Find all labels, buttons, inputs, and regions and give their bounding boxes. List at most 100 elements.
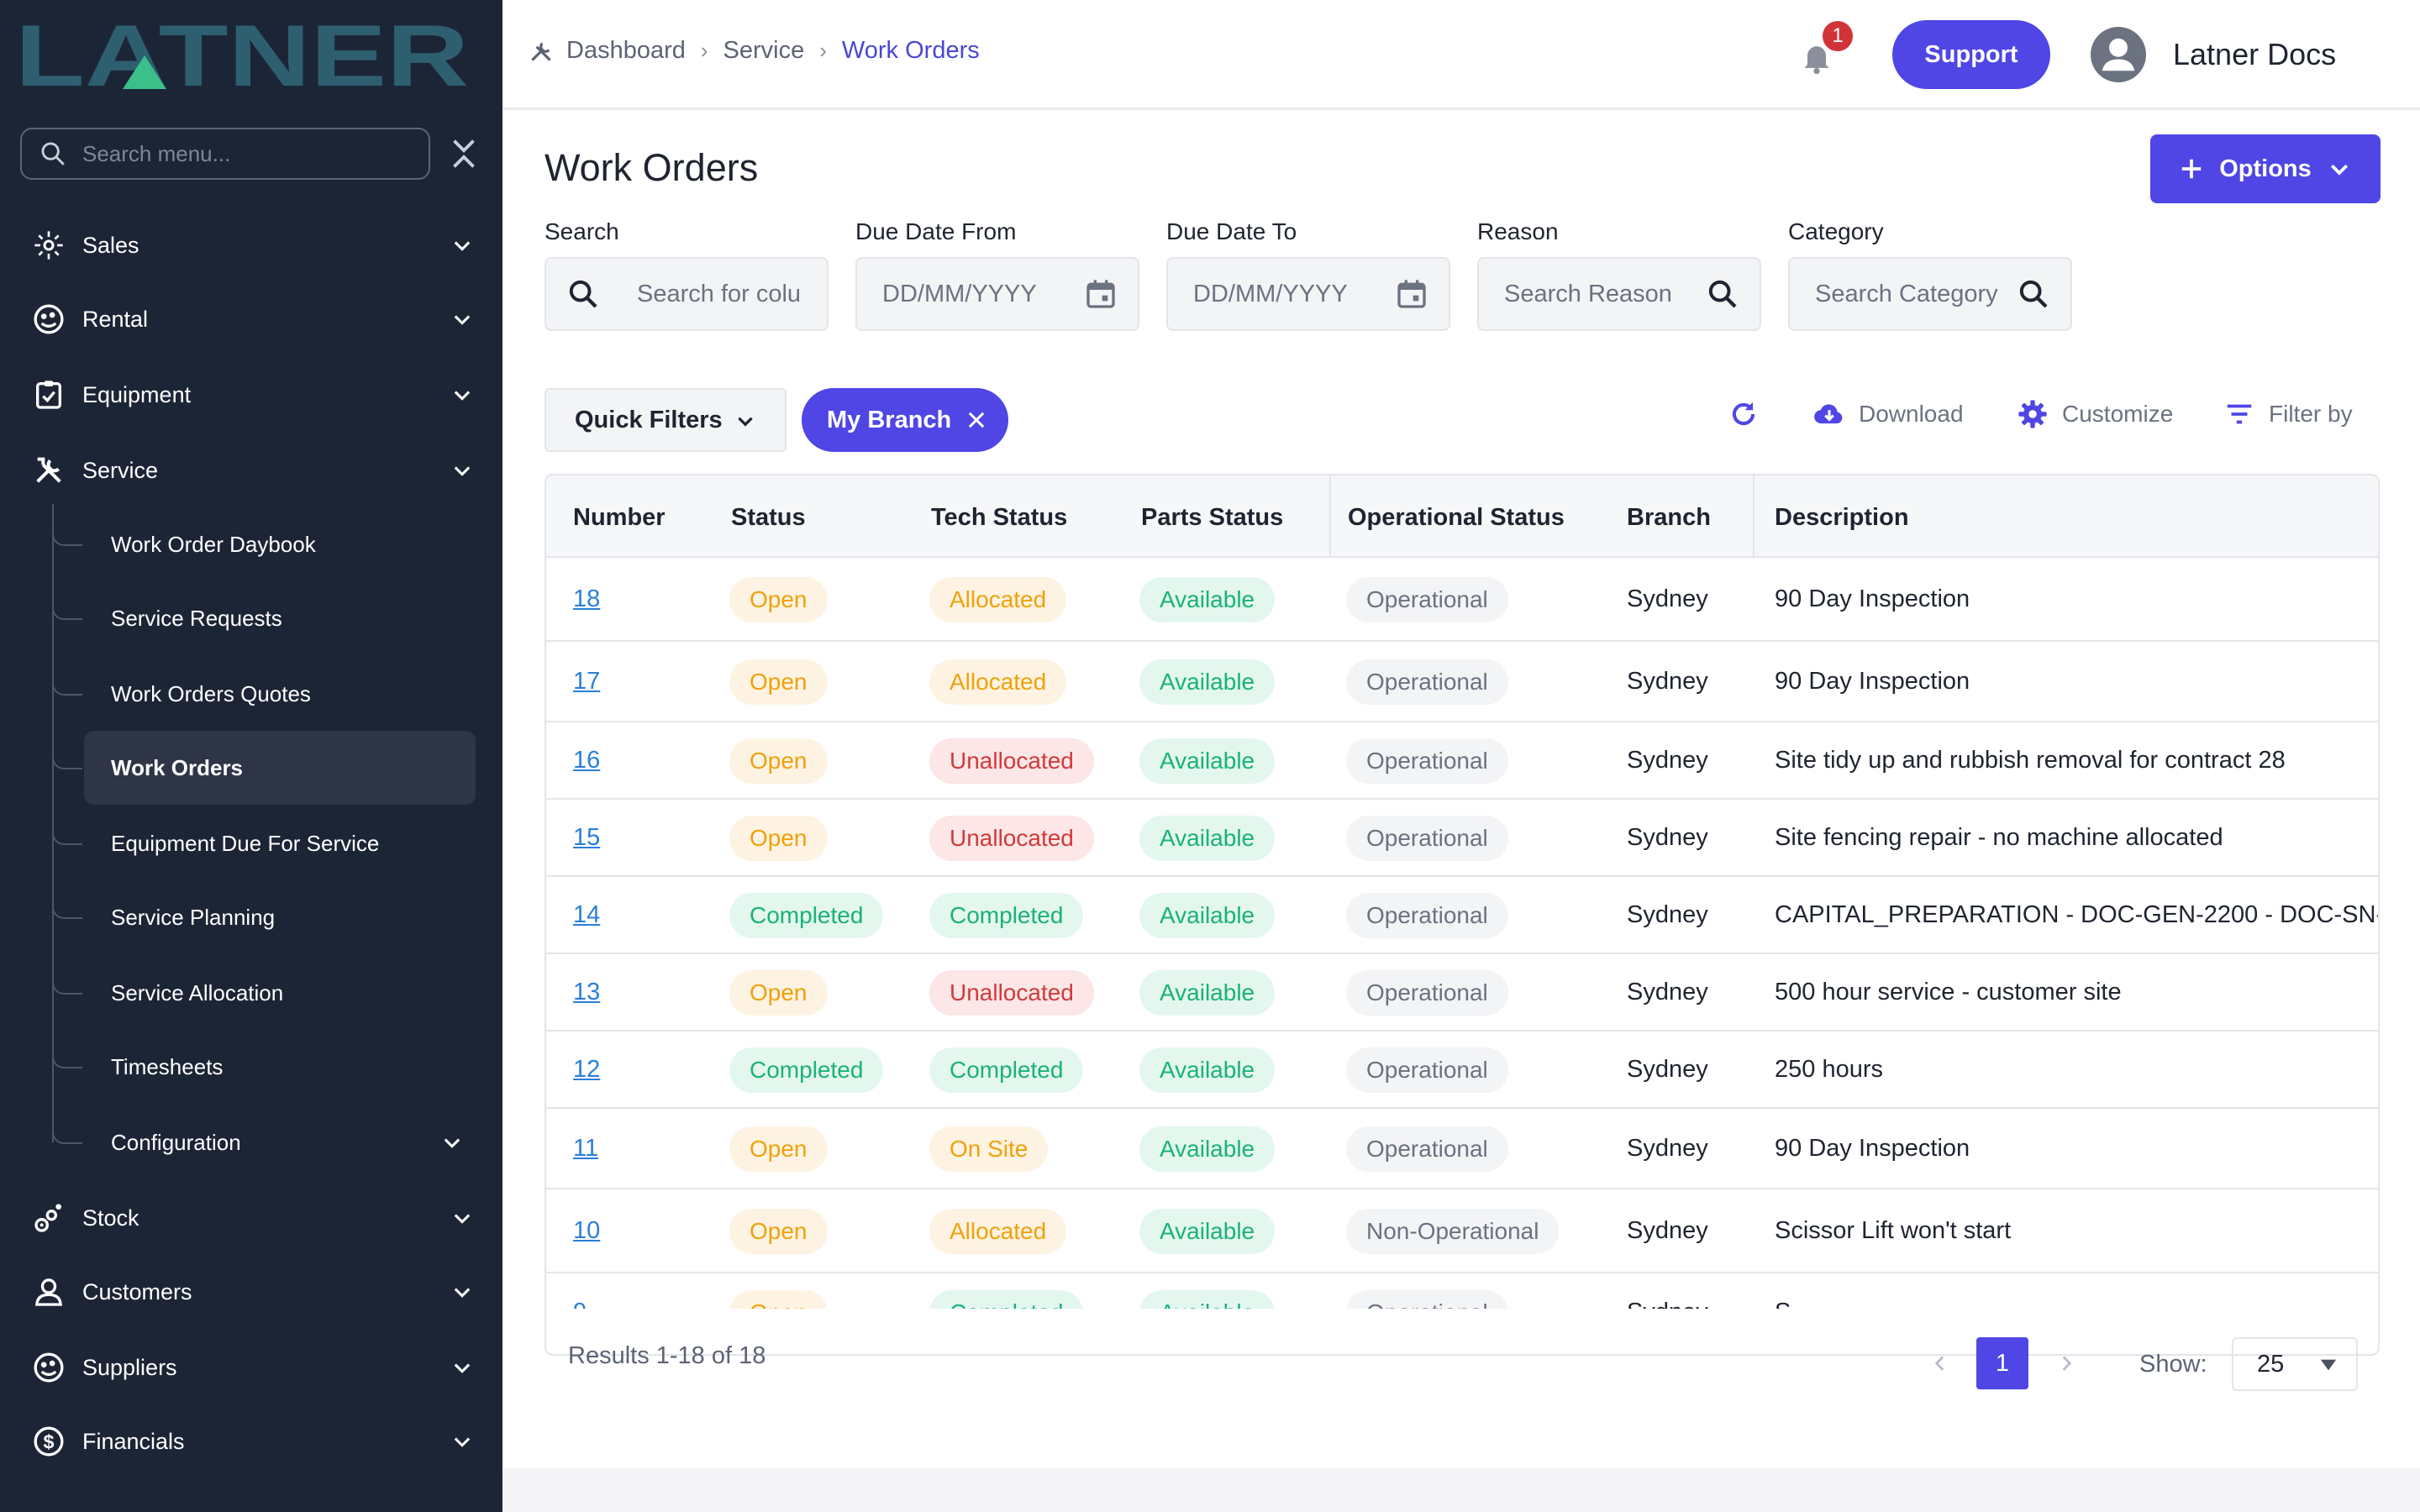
nav-rental[interactable]: Rental bbox=[30, 289, 484, 349]
table-row[interactable]: 10 Open Allocated Available Non-Operational S… bbox=[546, 1189, 2378, 1273]
col-branch[interactable]: Branch bbox=[1627, 504, 1711, 531]
tech-status-badge: Allocated bbox=[929, 659, 1067, 705]
breadcrumb-service[interactable]: Service bbox=[723, 37, 805, 64]
branch-cell: Sydney bbox=[1627, 1217, 1708, 1244]
sub-label: Service Planning bbox=[111, 904, 276, 930]
download-button[interactable]: Download bbox=[1813, 398, 1964, 430]
close-icon[interactable] bbox=[965, 408, 988, 432]
work-order-number-link[interactable]: 14 bbox=[573, 901, 601, 928]
table-row[interactable]: 17 Open Allocated Available Operational Sydne… bbox=[546, 642, 2378, 722]
col-operational-status[interactable]: Operational Status bbox=[1348, 504, 1565, 531]
chevron-right-icon[interactable] bbox=[2055, 1352, 2077, 1374]
sub-timesheets[interactable]: Timesheets bbox=[52, 1030, 476, 1104]
reason-input[interactable]: Search Reason bbox=[1477, 257, 1761, 331]
page-size-select[interactable]: 25 bbox=[2232, 1337, 2358, 1391]
branch-cell: Sydney bbox=[1627, 1056, 1708, 1083]
notification-badge: 1 bbox=[1820, 18, 1855, 54]
tech-status-badge: Completed bbox=[929, 893, 1084, 938]
due-date-to-input[interactable]: DD/MM/YYYY bbox=[1166, 257, 1450, 331]
work-order-number-link[interactable]: 16 bbox=[573, 747, 601, 774]
sub-service-allocation[interactable]: Service Allocation bbox=[52, 956, 476, 1030]
sub-equipment-due-for-service[interactable]: Equipment Due For Service bbox=[52, 806, 476, 880]
nav-stock[interactable]: Stock bbox=[30, 1188, 484, 1248]
parts-status-badge: Available bbox=[1139, 1047, 1276, 1093]
col-status[interactable]: Status bbox=[731, 504, 806, 531]
work-order-number-link[interactable]: 12 bbox=[573, 1056, 601, 1083]
table-row[interactable]: 18 Open Allocated Available Operational Sydne… bbox=[546, 558, 2378, 642]
user-name[interactable]: Latner Docs bbox=[2173, 37, 2337, 71]
nav-suppliers[interactable]: Suppliers bbox=[30, 1337, 484, 1398]
operational-status-badge: Non-Operational bbox=[1346, 1209, 1560, 1254]
options-button[interactable]: Options bbox=[2150, 134, 2381, 203]
work-order-number-link[interactable]: 11 bbox=[573, 1135, 599, 1162]
parts-status-badge: Available bbox=[1139, 816, 1276, 861]
breadcrumb-dashboard[interactable]: Dashboard bbox=[566, 37, 686, 64]
work-order-number-link[interactable]: 9 bbox=[573, 1299, 587, 1309]
table-row[interactable]: 11 Open On Site Available Operational Sydney 9… bbox=[546, 1109, 2378, 1189]
nav-stock-label: Stock bbox=[82, 1205, 139, 1231]
quick-filters-dropdown[interactable]: Quick Filters bbox=[544, 388, 786, 452]
collapse-icon[interactable] bbox=[447, 134, 481, 173]
refresh-button[interactable] bbox=[1728, 398, 1773, 430]
sub-work-orders-quotes[interactable]: Work Orders Quotes bbox=[52, 657, 476, 731]
my-branch-chip[interactable]: My Branch bbox=[802, 388, 1008, 452]
nav-sales[interactable]: Sales bbox=[30, 215, 484, 276]
chevron-down-icon bbox=[2330, 164, 2348, 176]
nav-rental-label: Rental bbox=[82, 306, 149, 332]
calendar-icon[interactable] bbox=[1395, 277, 1428, 311]
breadcrumb-work-orders[interactable]: Work Orders bbox=[841, 37, 980, 64]
sub-work-order-daybook[interactable]: Work Order Daybook bbox=[52, 507, 476, 581]
refresh-icon bbox=[1732, 402, 1755, 426]
work-order-number-link[interactable]: 18 bbox=[573, 585, 601, 612]
sub-service-planning[interactable]: Service Planning bbox=[52, 880, 476, 954]
due-date-from-placeholder: DD/MM/YYYY bbox=[882, 280, 1037, 307]
latner-logo[interactable]: LATNER bbox=[15, 18, 472, 91]
due-date-to-placeholder: DD/MM/YYYY bbox=[1193, 280, 1348, 307]
table-row[interactable]: 14 Completed Completed Available Operational… bbox=[546, 877, 2378, 954]
work-order-number-link[interactable]: 17 bbox=[573, 668, 601, 695]
status-badge: Open bbox=[729, 738, 828, 784]
table-row[interactable]: 9 Open Completed Available Operational Sydney… bbox=[546, 1273, 2378, 1309]
col-parts-status[interactable]: Parts Status bbox=[1141, 504, 1284, 531]
table-row[interactable]: 12 Completed Completed Available Operational… bbox=[546, 1032, 2378, 1109]
nav-customers[interactable]: Customers bbox=[30, 1262, 484, 1322]
work-order-number-link[interactable]: 10 bbox=[573, 1217, 601, 1244]
search-filter-label: Search bbox=[544, 218, 619, 244]
caret-down-icon bbox=[2320, 1359, 2337, 1371]
calendar-icon[interactable] bbox=[1084, 277, 1118, 311]
support-button[interactable]: Support bbox=[1892, 20, 2050, 89]
status-badge: Open bbox=[729, 659, 828, 705]
work-orders-table: Number Status Tech Status Parts Status O… bbox=[544, 474, 2380, 1356]
nav-service[interactable]: Service bbox=[30, 440, 484, 501]
customize-button[interactable]: Customize bbox=[2017, 398, 2173, 430]
work-order-number-link[interactable]: 15 bbox=[573, 824, 601, 851]
col-number[interactable]: Number bbox=[573, 504, 666, 531]
menu-search[interactable] bbox=[20, 128, 430, 180]
table-body: 18 Open Allocated Available Operational Sydne… bbox=[546, 558, 2378, 1309]
col-tech-status[interactable]: Tech Status bbox=[931, 504, 1068, 531]
column-divider bbox=[1753, 475, 1754, 558]
category-input[interactable]: Search Category bbox=[1788, 257, 2072, 331]
table-row[interactable]: 15 Open Unallocated Available Operational Syd… bbox=[546, 800, 2378, 877]
sub-service-requests[interactable]: Service Requests bbox=[52, 581, 476, 655]
due-date-from-input[interactable]: DD/MM/YYYY bbox=[855, 257, 1139, 331]
reason-placeholder: Search Reason bbox=[1504, 280, 1672, 307]
col-description[interactable]: Description bbox=[1775, 504, 1909, 531]
table-row[interactable]: 16 Open Unallocated Available Operational Syd… bbox=[546, 722, 2378, 800]
nav-financials[interactable]: $ Financials bbox=[30, 1411, 484, 1472]
search-input[interactable]: Search for colu bbox=[544, 257, 829, 331]
sub-work-orders[interactable]: Work Orders bbox=[52, 731, 476, 805]
filter-by-button[interactable]: Filter by bbox=[2223, 398, 2353, 430]
sub-configuration[interactable]: Configuration bbox=[52, 1105, 476, 1179]
sub-label: Service Requests bbox=[111, 605, 282, 631]
category-placeholder: Search Category bbox=[1815, 280, 1998, 307]
page-button-1[interactable]: 1 bbox=[1976, 1337, 2028, 1389]
chevron-left-icon[interactable] bbox=[1929, 1352, 1951, 1374]
table-row[interactable]: 13 Open Unallocated Available Operational Syd… bbox=[546, 954, 2378, 1032]
menu-search-input[interactable] bbox=[82, 140, 418, 167]
status-badge: Open bbox=[729, 1126, 828, 1172]
avatar-icon[interactable] bbox=[2091, 27, 2146, 82]
work-order-number-link[interactable]: 13 bbox=[573, 979, 601, 1005]
bell-icon[interactable] bbox=[1798, 39, 1835, 76]
nav-equipment[interactable]: Equipment bbox=[30, 365, 484, 425]
